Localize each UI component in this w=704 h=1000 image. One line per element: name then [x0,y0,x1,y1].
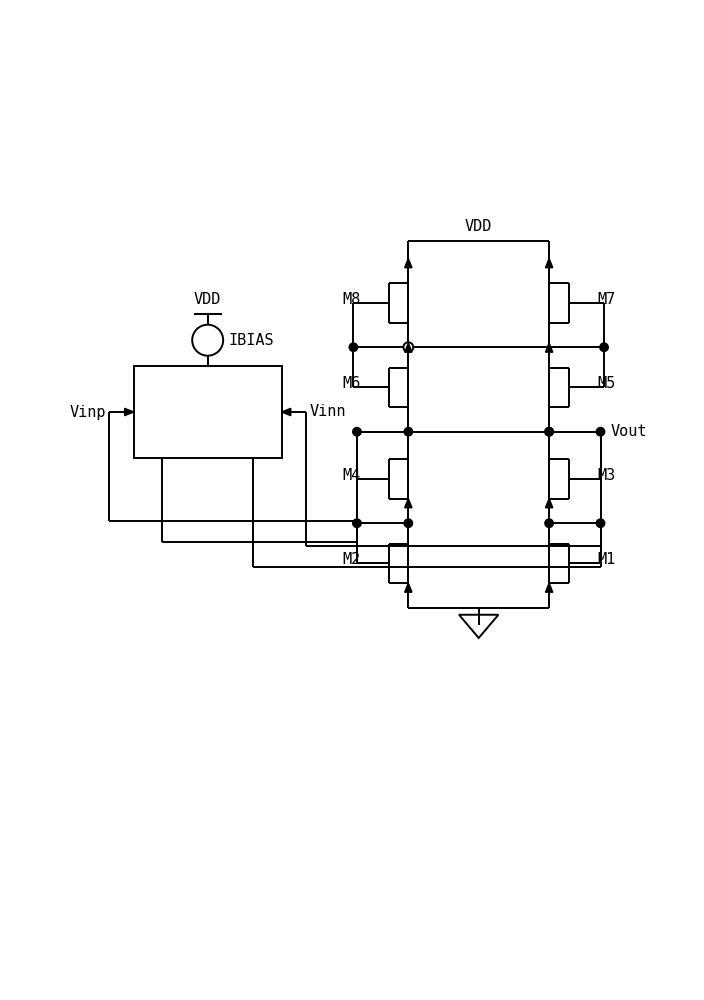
Polygon shape [405,583,412,592]
Text: M8: M8 [342,292,360,307]
Text: Vcb: Vcb [170,404,196,420]
Polygon shape [125,408,134,416]
Text: VDD: VDD [194,292,221,307]
Text: M3: M3 [597,468,615,483]
Polygon shape [282,408,291,416]
Polygon shape [546,343,553,352]
Text: M2: M2 [342,552,360,567]
Text: M4: M4 [342,468,360,483]
Polygon shape [546,259,553,268]
Circle shape [192,325,223,356]
Circle shape [404,427,413,436]
Circle shape [404,343,413,351]
Text: M7: M7 [597,292,615,307]
Text: M6: M6 [342,376,360,391]
Polygon shape [405,343,412,352]
Circle shape [600,343,608,351]
Text: VDD: VDD [465,219,492,234]
Text: Vinp: Vinp [69,404,106,420]
Text: Vinn: Vinn [310,404,346,420]
Polygon shape [405,499,412,508]
Text: IBIAS: IBIAS [229,333,275,348]
Circle shape [353,519,361,527]
Text: Vout: Vout [611,424,648,439]
Polygon shape [546,499,553,508]
Polygon shape [405,259,412,268]
Circle shape [596,519,605,527]
Circle shape [353,427,361,436]
Circle shape [545,427,553,436]
Circle shape [596,427,605,436]
Circle shape [545,519,553,527]
Text: M5: M5 [597,376,615,391]
Polygon shape [546,583,553,592]
Bar [134,366,282,458]
Circle shape [404,519,413,527]
Text: M1: M1 [597,552,615,567]
Text: Vc: Vc [223,404,241,420]
Circle shape [403,342,413,352]
Circle shape [349,343,358,351]
Circle shape [545,427,553,436]
